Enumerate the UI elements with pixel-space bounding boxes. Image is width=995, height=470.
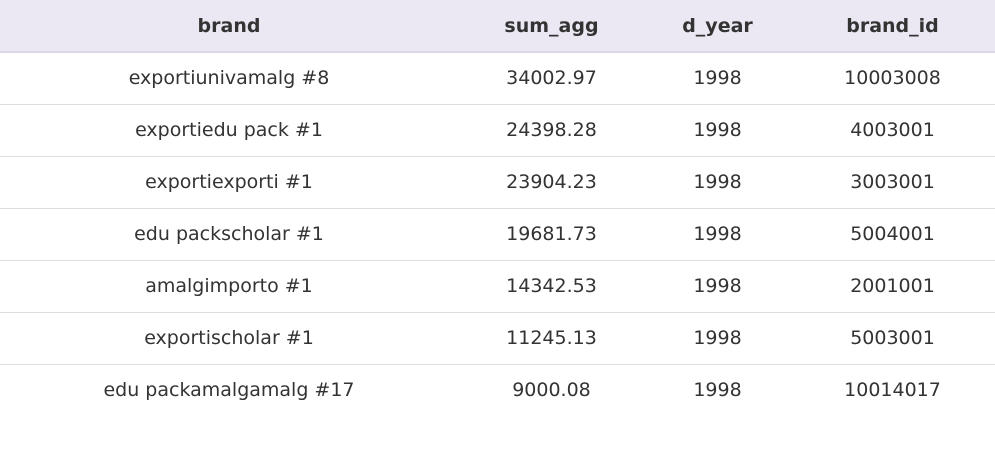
cell-d-year: 1998 bbox=[645, 208, 790, 261]
table-body: exportiunivamalg #8 34002.97 1998 100030… bbox=[0, 52, 995, 416]
column-header-brand[interactable]: brand bbox=[0, 0, 458, 53]
cell-d-year: 1998 bbox=[645, 260, 790, 313]
results-table: brand sum_agg d_year brand_id exportiuni… bbox=[0, 0, 995, 416]
column-header-brand-id[interactable]: brand_id bbox=[790, 0, 995, 53]
cell-brand: edu packamalgamalg #17 bbox=[103, 379, 355, 402]
table-row: amalgimporto #1 14342.53 1998 2001001 bbox=[0, 260, 995, 313]
cell-brand: edu packscholar #1 bbox=[0, 208, 458, 261]
cell-d-year: 1998 bbox=[645, 312, 790, 365]
table-row: exportiexporti #1 23904.23 1998 3003001 bbox=[0, 156, 995, 209]
cell-brand-id: 2001001 bbox=[790, 260, 995, 313]
cell-brand-id: 5003001 bbox=[790, 312, 995, 365]
cell-brand-id: 4003001 bbox=[790, 104, 995, 157]
cell-sum-agg: 19681.73 bbox=[458, 208, 645, 261]
column-header-sum-agg[interactable]: sum_agg bbox=[458, 0, 645, 53]
table-row: exportiedu pack #1 24398.28 1998 4003001 bbox=[0, 104, 995, 157]
cell-brand-id: 10003008 bbox=[790, 52, 995, 105]
cell-sum-agg: 23904.23 bbox=[458, 156, 645, 209]
cell-brand: exportiexporti #1 bbox=[0, 156, 458, 209]
cell-brand: exportiunivamalg #8 bbox=[0, 52, 458, 105]
cell-sum-agg: 11245.13 bbox=[458, 312, 645, 365]
table-row: exportiunivamalg #8 34002.97 1998 100030… bbox=[0, 52, 995, 105]
table-row: edu packamalgamalg #17 9000.08 1998 1001… bbox=[0, 364, 995, 416]
header-row: brand sum_agg d_year brand_id bbox=[0, 0, 995, 53]
cell-d-year: 1998 bbox=[645, 104, 790, 157]
column-header-d-year[interactable]: d_year bbox=[645, 0, 790, 53]
results-table-container: brand sum_agg d_year brand_id exportiuni… bbox=[0, 0, 995, 416]
table-header: brand sum_agg d_year brand_id bbox=[0, 0, 995, 53]
cell-sum-agg: 9000.08 bbox=[512, 379, 591, 402]
cell-sum-agg: 34002.97 bbox=[458, 52, 645, 105]
cell-brand-id: 10014017 bbox=[844, 379, 941, 402]
table-row: edu packscholar #1 19681.73 1998 5004001 bbox=[0, 208, 995, 261]
cell-brand: exportischolar #1 bbox=[0, 312, 458, 365]
cell-brand: amalgimporto #1 bbox=[0, 260, 458, 313]
cell-brand: exportiedu pack #1 bbox=[0, 104, 458, 157]
table-row: exportischolar #1 11245.13 1998 5003001 bbox=[0, 312, 995, 365]
cell-sum-agg: 14342.53 bbox=[458, 260, 645, 313]
cell-brand-id: 5004001 bbox=[790, 208, 995, 261]
cell-d-year: 1998 bbox=[693, 379, 742, 402]
cell-brand-id: 3003001 bbox=[790, 156, 995, 209]
cell-d-year: 1998 bbox=[645, 52, 790, 105]
cell-sum-agg: 24398.28 bbox=[458, 104, 645, 157]
cell-d-year: 1998 bbox=[645, 156, 790, 209]
